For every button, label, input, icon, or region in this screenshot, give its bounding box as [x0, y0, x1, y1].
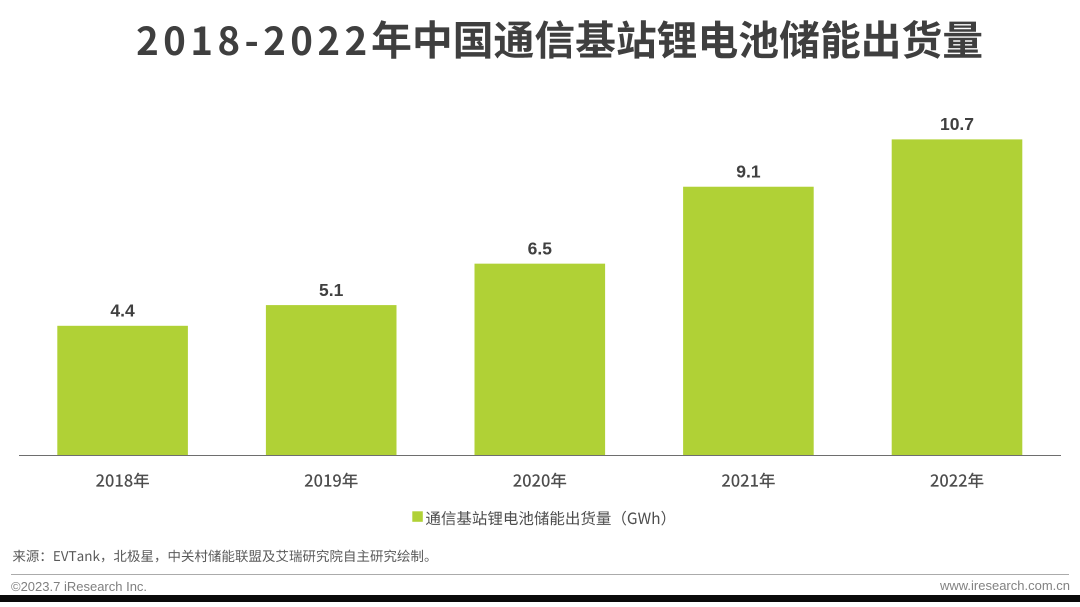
svg-text:9.1: 9.1	[736, 161, 761, 181]
svg-text:10.7: 10.7	[940, 114, 974, 134]
svg-text:5.1: 5.1	[319, 280, 344, 300]
svg-text:www.iresearch.com.cn: www.iresearch.com.cn	[939, 578, 1070, 593]
svg-text:6.5: 6.5	[528, 238, 553, 258]
svg-text:©2023.7 iResearch Inc.: ©2023.7 iResearch Inc.	[11, 579, 147, 594]
svg-text:4.4: 4.4	[110, 301, 135, 321]
